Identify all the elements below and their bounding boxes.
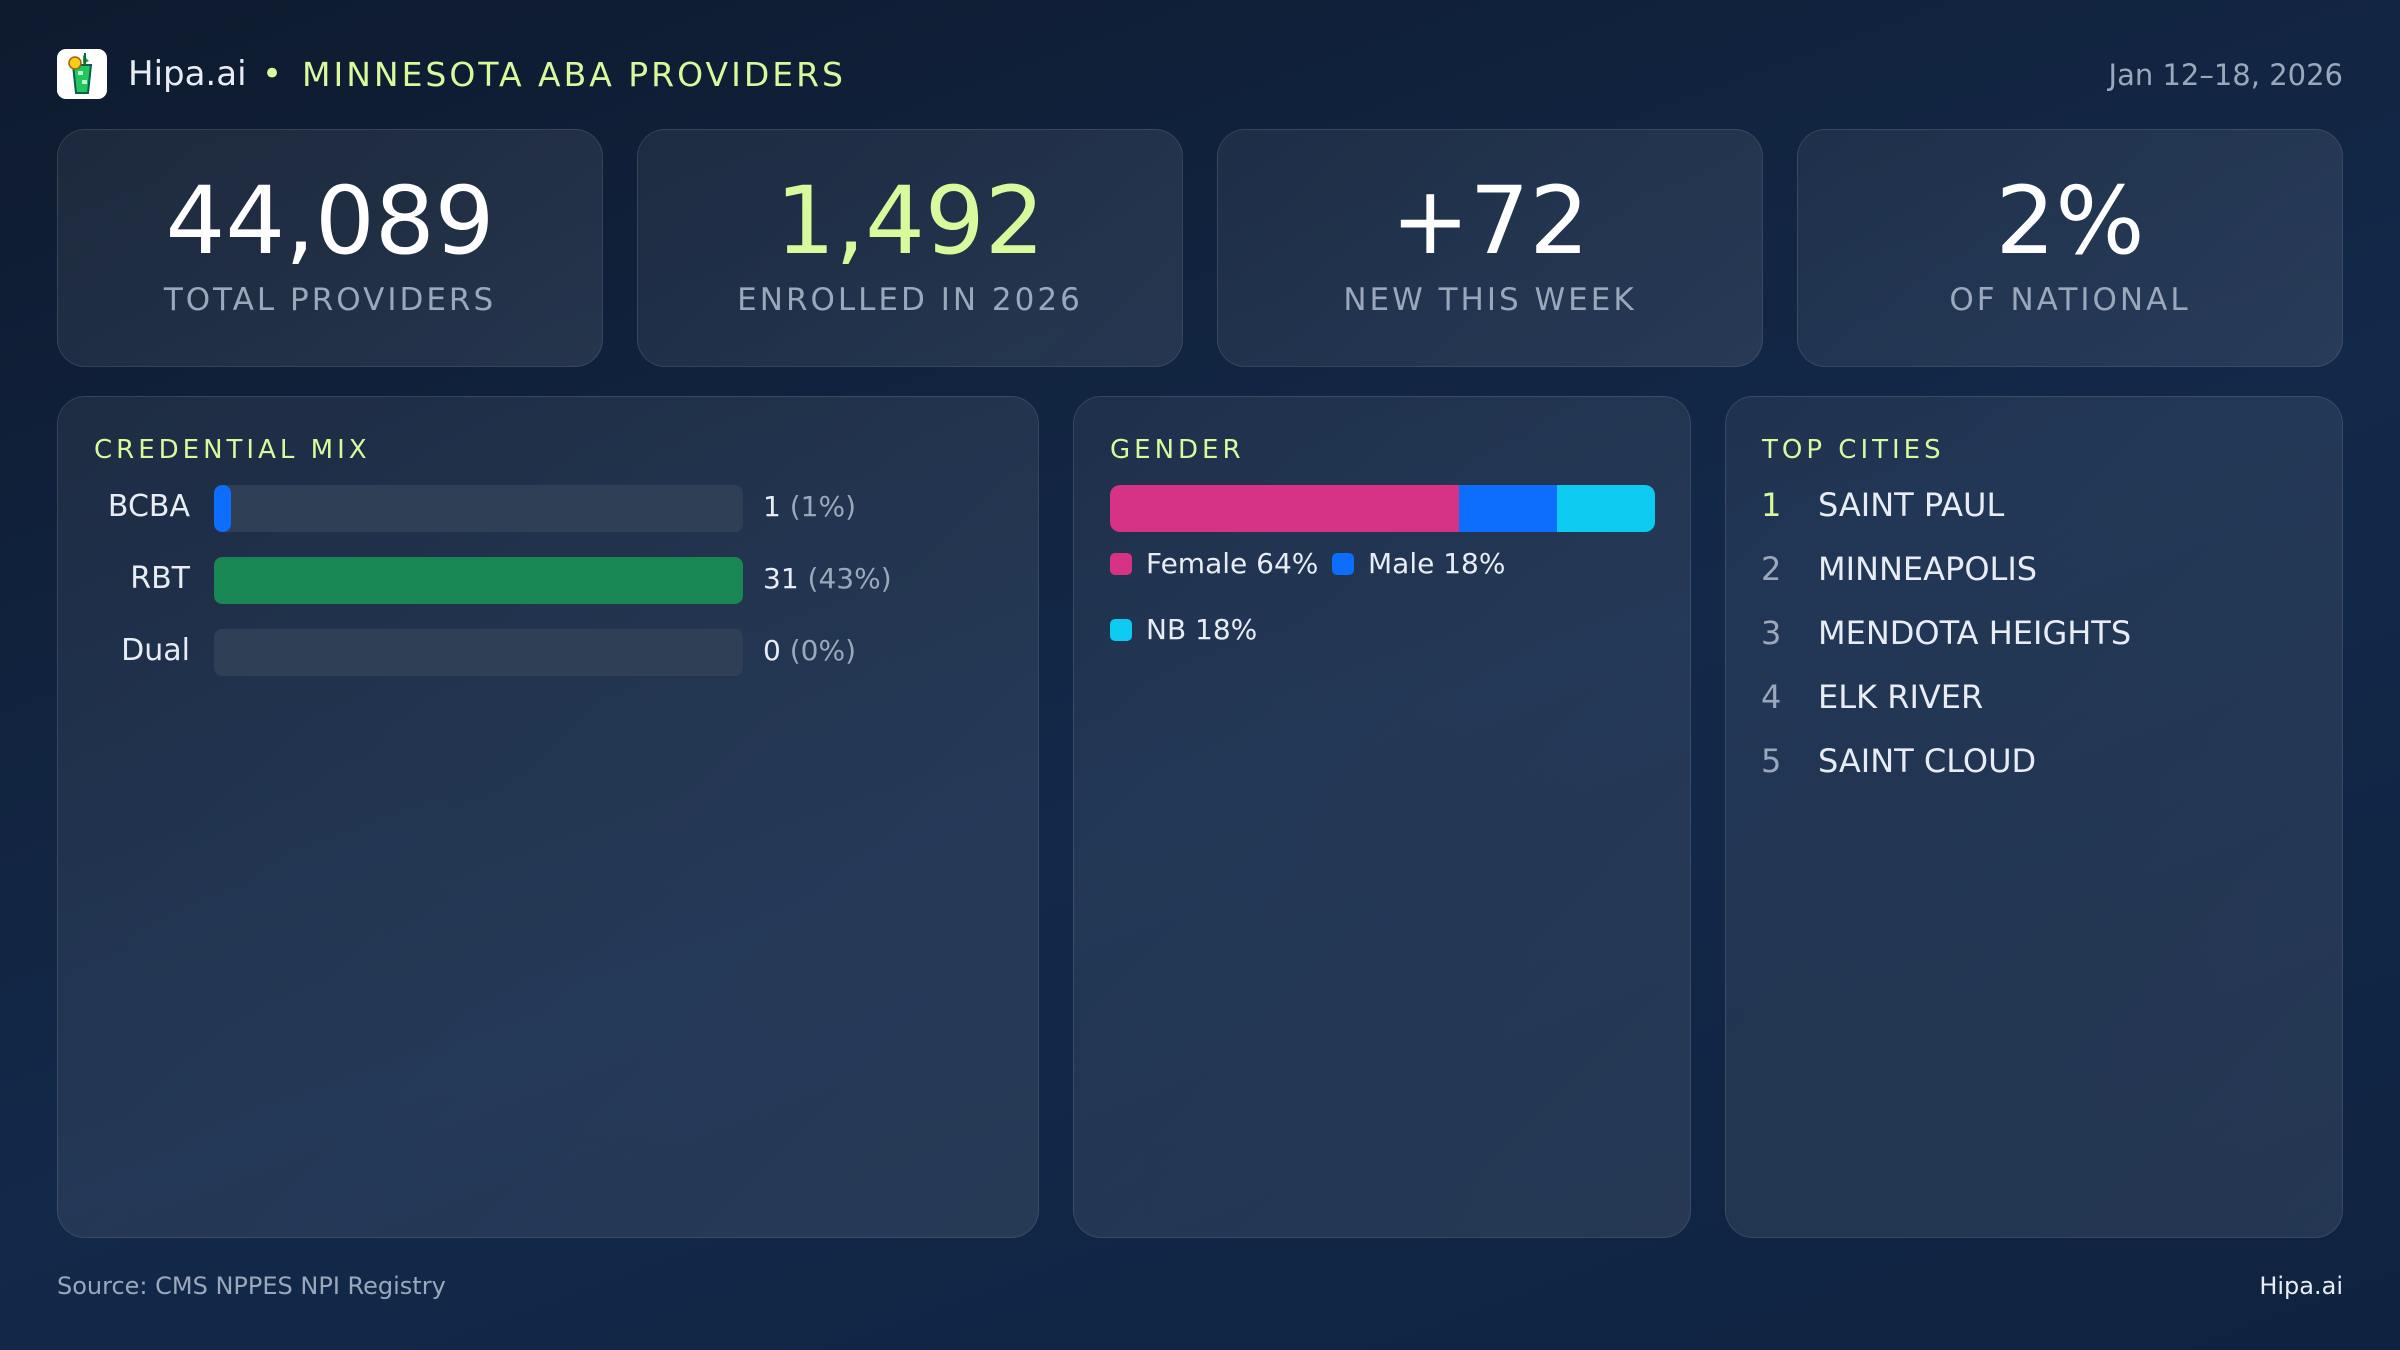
kpi-card: 1,492 ENROLLED IN 2026 [637, 129, 1183, 367]
logo [57, 49, 107, 99]
kpi-card: +72 NEW THIS WEEK [1217, 129, 1763, 367]
legend-swatch [1110, 618, 1132, 641]
kpi-label: OF NATIONAL [1949, 282, 2191, 318]
page-title: MINNESOTA ABA PROVIDERS [302, 55, 846, 94]
legend-item: Male 18% [1332, 547, 1505, 580]
credential-label: BCBA [107, 489, 190, 524]
city-rank: 2 [1761, 550, 1782, 588]
city-item: 4 ELK RIVER [1761, 678, 1983, 716]
kpi-value: 2% [1995, 167, 2145, 276]
credential-bar-track [214, 557, 743, 604]
kpi-label: ENROLLED IN 2026 [737, 282, 1083, 318]
gender-stacked-bar [1110, 485, 1655, 532]
credential-percent: (0%) [789, 634, 857, 667]
credential-bar-track [214, 629, 743, 676]
credential-label: RBT [130, 561, 190, 596]
kpi-label: TOTAL PROVIDERS [163, 282, 497, 318]
kpi-card: 44,089 TOTAL PROVIDERS [57, 129, 603, 367]
credential-bar-track [214, 485, 743, 532]
city-rank: 5 [1761, 742, 1782, 780]
gender-panel: GENDER Female 64% Male 18% NB 18% [1073, 396, 1691, 1238]
credential-label: Dual [121, 633, 190, 668]
legend-item: NB 18% [1110, 613, 1257, 646]
legend-label: Female 64% [1146, 547, 1319, 580]
city-name: MENDOTA HEIGHTS [1818, 614, 2132, 652]
section-title: CREDENTIAL MIX [94, 435, 371, 465]
credential-mix-panel: CREDENTIAL MIX BCBA 1 (1%) RBT 31 (43%) … [57, 396, 1039, 1238]
gender-segment [1458, 485, 1557, 532]
date-range: Jan 12–18, 2026 [2108, 58, 2343, 92]
legend-label: NB 18% [1146, 613, 1258, 646]
brand-name: Hipa.ai [128, 54, 247, 94]
credential-row: RBT 31 (43%) [58, 557, 1038, 604]
legend-swatch [1332, 552, 1354, 575]
city-name: SAINT CLOUD [1818, 742, 2037, 780]
footer-brand: Hipa.ai [2259, 1272, 2343, 1300]
city-rank: 4 [1761, 678, 1782, 716]
city-rank: 3 [1761, 614, 1782, 652]
city-name: ELK RIVER [1818, 678, 1984, 716]
legend-swatch [1110, 552, 1132, 575]
credential-count: 31 [763, 562, 799, 595]
credential-row: Dual 0 (0%) [58, 629, 1038, 676]
city-rank: 1 [1761, 486, 1782, 524]
section-title: TOP CITIES [1762, 435, 1945, 465]
kpi-value: +72 [1390, 167, 1590, 276]
credential-percent: (43%) [807, 562, 892, 595]
section-title: GENDER [1110, 435, 1245, 465]
gender-segment [1556, 485, 1655, 532]
credential-bar-fill [214, 485, 232, 532]
city-item: 1 SAINT PAUL [1761, 486, 2004, 524]
legend-label: Male 18% [1368, 547, 1506, 580]
city-item: 3 MENDOTA HEIGHTS [1761, 614, 2131, 652]
kpi-value: 44,089 [165, 167, 495, 276]
kpi-value: 1,492 [775, 167, 1045, 276]
credential-bar-fill [214, 557, 743, 604]
credential-row: BCBA 1 (1%) [58, 485, 1038, 532]
separator: • [262, 54, 283, 94]
city-item: 2 MINNEAPOLIS [1761, 550, 2037, 588]
gender-segment [1110, 485, 1459, 532]
credential-percent: (1%) [789, 490, 857, 523]
source-note: Source: CMS NPPES NPI Registry [57, 1272, 446, 1300]
city-item: 5 SAINT CLOUD [1761, 742, 2036, 780]
top-cities-panel: TOP CITIES 1 SAINT PAUL 2 MINNEAPOLIS 3 MENDO… [1725, 396, 2343, 1238]
kpi-label: NEW THIS WEEK [1343, 282, 1637, 318]
legend-item: Female 64% [1110, 547, 1318, 580]
city-name: SAINT PAUL [1818, 486, 2005, 524]
credential-count: 1 [763, 490, 781, 523]
city-name: MINNEAPOLIS [1818, 550, 2038, 588]
credential-count: 0 [763, 634, 781, 667]
kpi-card: 2% OF NATIONAL [1797, 129, 2343, 367]
mojito-glass-icon [68, 53, 93, 94]
